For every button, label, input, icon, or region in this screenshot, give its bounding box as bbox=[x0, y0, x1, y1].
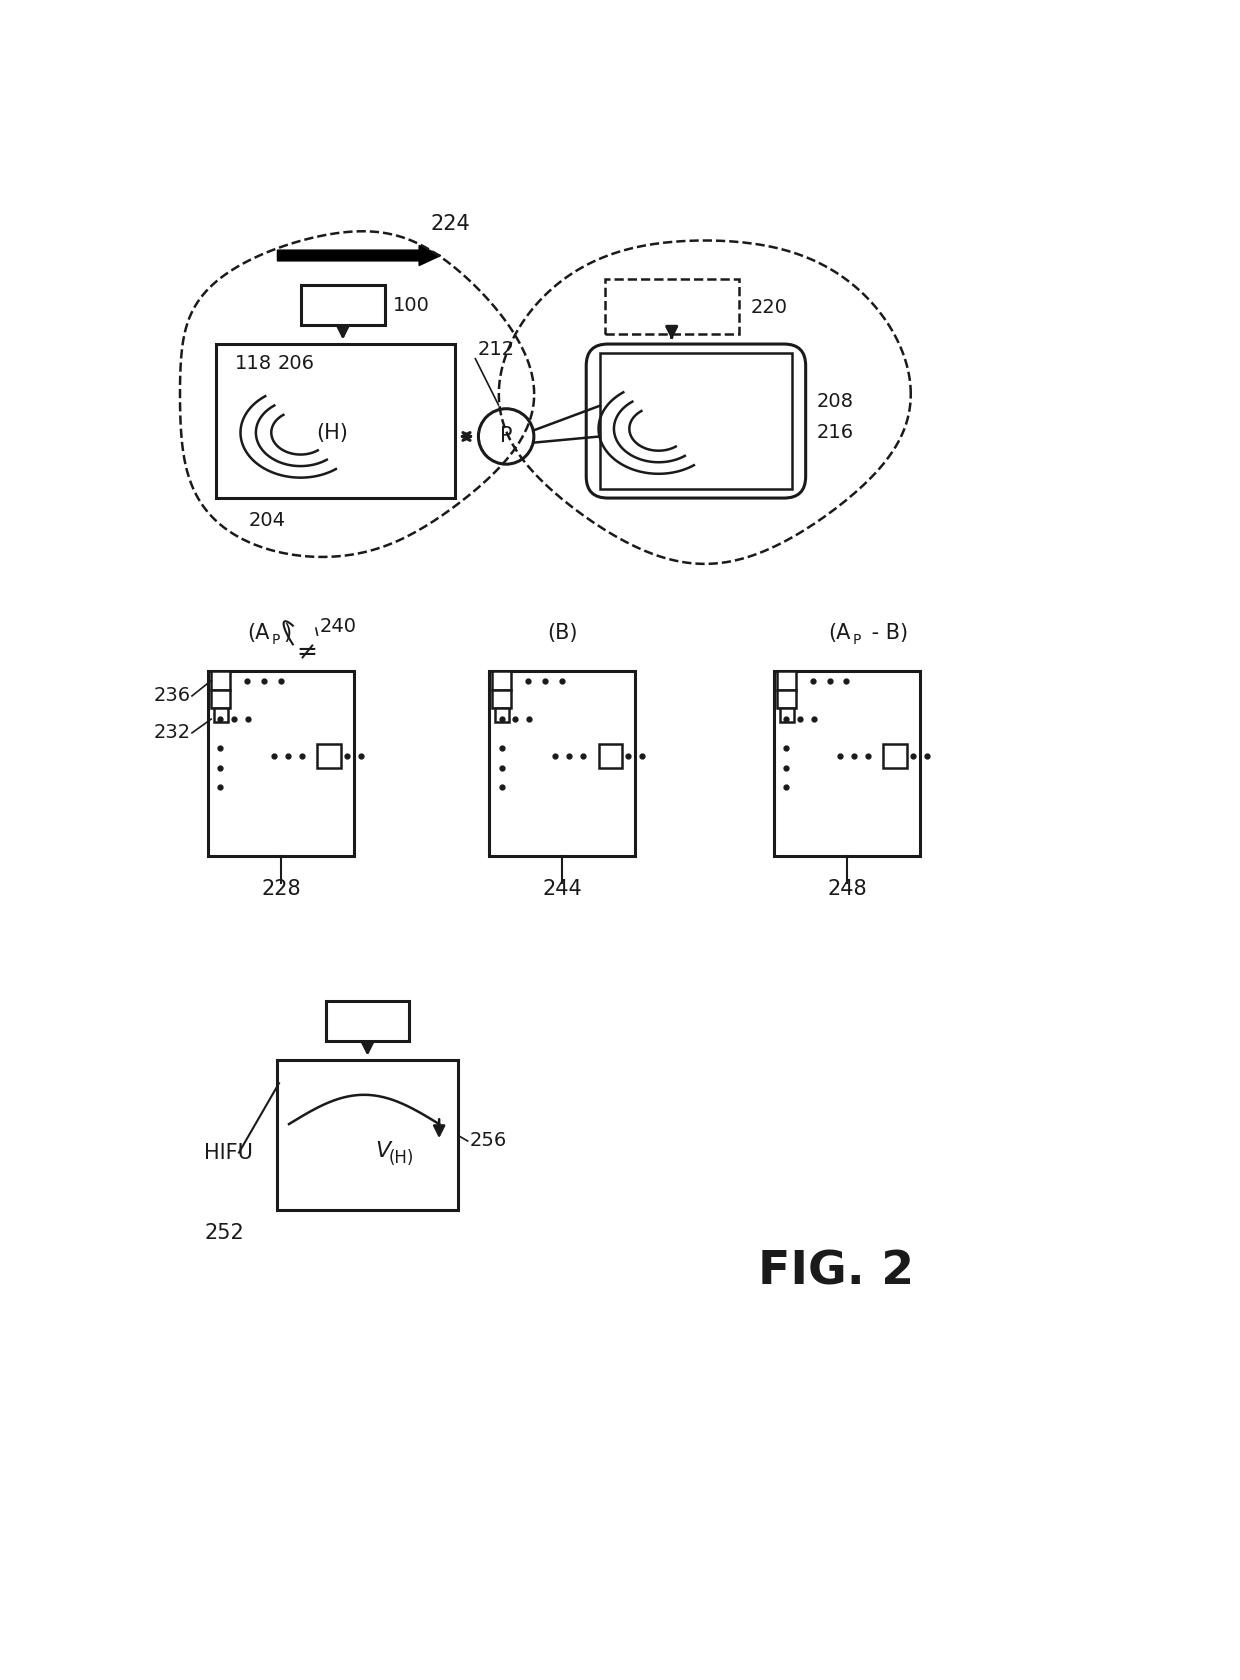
Text: 220: 220 bbox=[751, 297, 787, 316]
Text: 252: 252 bbox=[205, 1223, 244, 1243]
Bar bbox=[278, 1060, 459, 1210]
FancyArrow shape bbox=[278, 245, 440, 265]
Text: 118: 118 bbox=[236, 354, 273, 373]
Text: (H): (H) bbox=[316, 423, 348, 442]
Text: ≠: ≠ bbox=[296, 640, 317, 664]
Text: (B): (B) bbox=[547, 623, 578, 643]
Text: 216: 216 bbox=[816, 423, 853, 442]
Bar bbox=[495, 709, 510, 722]
Bar bbox=[216, 344, 455, 497]
FancyBboxPatch shape bbox=[587, 344, 806, 497]
Bar bbox=[599, 744, 621, 768]
Text: 212: 212 bbox=[477, 339, 515, 360]
Text: V: V bbox=[376, 1141, 391, 1161]
Bar bbox=[215, 709, 228, 722]
Text: (A: (A bbox=[828, 623, 851, 643]
Bar bbox=[326, 1001, 409, 1042]
Text: - B): - B) bbox=[866, 623, 908, 643]
Text: ): ) bbox=[284, 623, 291, 643]
Bar bbox=[600, 353, 792, 489]
Bar bbox=[883, 744, 906, 768]
Text: 206: 206 bbox=[278, 354, 315, 373]
Text: 256: 256 bbox=[470, 1132, 507, 1151]
Text: 228: 228 bbox=[262, 879, 301, 899]
Bar bbox=[492, 690, 511, 709]
Bar bbox=[211, 690, 229, 709]
Text: FIG. 2: FIG. 2 bbox=[758, 1250, 914, 1294]
Bar bbox=[208, 672, 355, 857]
Text: 240: 240 bbox=[320, 617, 357, 637]
Bar bbox=[300, 284, 386, 324]
Text: 244: 244 bbox=[542, 879, 583, 899]
Text: HIFU: HIFU bbox=[205, 1142, 253, 1163]
Text: P: P bbox=[853, 633, 861, 647]
Text: 236: 236 bbox=[154, 687, 191, 706]
Text: 204: 204 bbox=[249, 511, 286, 531]
Bar bbox=[492, 672, 511, 690]
Text: 248: 248 bbox=[827, 879, 867, 899]
Text: 100: 100 bbox=[393, 296, 430, 316]
Bar bbox=[317, 744, 341, 768]
Bar bbox=[780, 709, 794, 722]
Text: (A: (A bbox=[247, 623, 270, 643]
Text: (H): (H) bbox=[389, 1149, 414, 1166]
Text: 208: 208 bbox=[816, 393, 853, 412]
Text: P: P bbox=[272, 633, 280, 647]
Bar bbox=[777, 672, 796, 690]
Bar bbox=[490, 672, 635, 857]
Text: P: P bbox=[500, 427, 512, 447]
Bar bbox=[777, 690, 796, 709]
Bar bbox=[605, 279, 739, 334]
Text: 232: 232 bbox=[154, 724, 191, 743]
Bar bbox=[774, 672, 920, 857]
Bar bbox=[211, 672, 229, 690]
Text: 224: 224 bbox=[430, 213, 470, 234]
